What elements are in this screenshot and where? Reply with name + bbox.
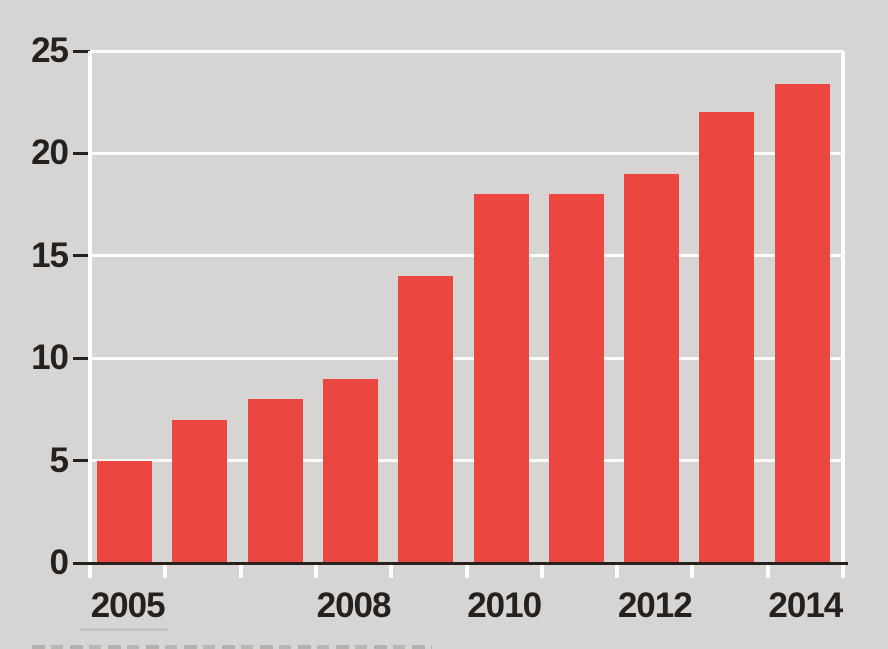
y-tick-label-10: 10 [31,338,69,378]
bar-2005 [97,460,152,563]
bar-2014 [774,83,830,563]
bar-2010 [473,194,529,563]
x-axis-label-2008: 2008 [316,586,392,625]
y-tick-label-25: 25 [31,31,69,70]
plot-right-edge [841,51,845,578]
y-tick-20 [73,151,90,155]
x-tick-4 [389,565,394,578]
bar-2007 [247,399,303,563]
bar-2008 [322,378,378,563]
bar-2011 [548,194,604,563]
gridline-25 [90,49,843,53]
x-axis-label-2010: 2010 [467,586,542,625]
y-tick-label-15: 15 [31,235,69,275]
y-tick-10 [73,356,90,360]
bar-2009 [398,276,454,563]
bar-2012 [624,173,680,563]
x-axis-label-2014: 2014 [768,586,843,625]
gridline-20 [90,151,843,155]
gridline-5 [90,459,843,463]
x-tick-9 [765,565,770,578]
y-tick-5 [73,459,90,463]
gridline-10 [90,356,843,360]
gridline-15 [90,254,843,258]
x-tick-3 [313,565,318,578]
y-tick-label-5: 5 [49,440,69,480]
y-tick-label-20: 20 [31,133,69,173]
x-axis-baseline [73,562,848,565]
x-tick-2 [238,565,243,578]
x-axis-label-2012: 2012 [617,586,693,625]
y-axis-line [88,51,92,578]
y-tick-label-0: 0 [49,543,69,582]
x-tick-6 [539,565,544,578]
x-tick-1 [163,565,168,578]
bar-2006 [172,419,228,563]
x-axis-label-2005: 2005 [90,586,166,625]
x-tick-7 [615,565,620,578]
cropped-text-fragment [32,645,432,649]
bar-2013 [699,112,755,563]
x-tick-5 [464,565,469,578]
y-tick-25 [73,49,90,53]
cropped-text-fragment [80,628,168,631]
y-tick-15 [73,254,90,258]
x-tick-8 [690,565,695,578]
